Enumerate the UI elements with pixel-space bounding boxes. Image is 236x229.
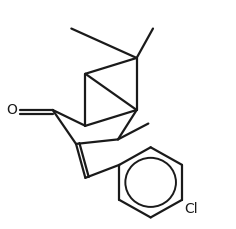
Text: Cl: Cl [184, 202, 198, 216]
Text: O: O [6, 103, 17, 117]
